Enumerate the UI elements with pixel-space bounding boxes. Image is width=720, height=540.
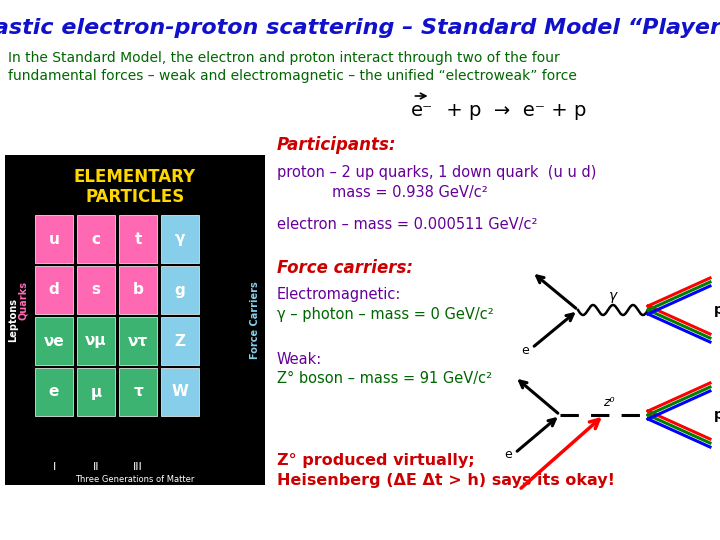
Text: Force Carriers: Force Carriers: [250, 281, 260, 359]
Bar: [119, 317, 157, 365]
Bar: [119, 266, 157, 314]
Text: νμ: νμ: [85, 334, 107, 348]
Text: γ: γ: [175, 232, 185, 246]
Text: W: W: [171, 384, 189, 400]
Text: z⁰: z⁰: [603, 396, 615, 409]
Text: e: e: [49, 384, 59, 400]
Text: Electromagnetic:: Electromagnetic:: [277, 287, 401, 302]
Text: Elastic electron-proton scattering – Standard Model “Players”: Elastic electron-proton scattering – Sta…: [0, 18, 720, 38]
Text: Participants:: Participants:: [277, 136, 397, 154]
Text: + p  →  e⁻ + p: + p → e⁻ + p: [441, 100, 587, 119]
Text: t: t: [135, 232, 142, 246]
Bar: [35, 266, 73, 314]
Text: In the Standard Model, the electron and proton interact through two of the four: In the Standard Model, the electron and …: [8, 51, 559, 65]
Text: Leptons: Leptons: [8, 298, 18, 342]
Text: ντ: ντ: [128, 334, 148, 348]
Text: PARTICLES: PARTICLES: [86, 188, 184, 206]
Bar: [77, 368, 115, 416]
Text: τ: τ: [133, 384, 143, 400]
Bar: [119, 215, 157, 263]
Text: u: u: [48, 232, 60, 246]
Text: III: III: [133, 462, 143, 472]
Text: g: g: [175, 282, 185, 298]
Text: νe: νe: [44, 334, 64, 348]
Text: fundamental forces – weak and electromagnetic – the unified “electroweak” force: fundamental forces – weak and electromag…: [8, 69, 577, 83]
Bar: [35, 317, 73, 365]
Bar: [5, 155, 265, 485]
Bar: [77, 317, 115, 365]
Bar: [35, 368, 73, 416]
Bar: [161, 368, 199, 416]
Text: γ – photon – mass = 0 GeV/c²: γ – photon – mass = 0 GeV/c²: [277, 307, 494, 321]
Text: electron – mass = 0.000511 GeV/c²: electron – mass = 0.000511 GeV/c²: [277, 218, 538, 233]
Text: Three Generations of Matter: Three Generations of Matter: [76, 475, 194, 483]
Text: b: b: [132, 282, 143, 298]
Bar: [161, 317, 199, 365]
Bar: [35, 215, 73, 263]
Text: d: d: [49, 282, 59, 298]
Text: p: p: [714, 303, 720, 317]
Bar: [119, 368, 157, 416]
Text: Z° produced virtually;: Z° produced virtually;: [277, 453, 474, 468]
Bar: [161, 215, 199, 263]
Text: mass = 0.938 GeV/c²: mass = 0.938 GeV/c²: [332, 185, 487, 199]
Bar: [161, 266, 199, 314]
Text: γ: γ: [609, 289, 617, 303]
Text: I: I: [53, 462, 55, 472]
Bar: [77, 266, 115, 314]
Text: Force carriers:: Force carriers:: [277, 259, 413, 277]
Bar: [77, 215, 115, 263]
Text: e⁻: e⁻: [410, 100, 433, 119]
Text: II: II: [93, 462, 99, 472]
Text: p: p: [714, 408, 720, 422]
Text: μ: μ: [91, 384, 102, 400]
Text: ELEMENTARY: ELEMENTARY: [74, 168, 196, 186]
Text: Heisenberg (ΔE Δt > h) says its okay!: Heisenberg (ΔE Δt > h) says its okay!: [277, 472, 615, 488]
Text: e: e: [504, 449, 512, 462]
Text: Quarks: Quarks: [18, 280, 28, 320]
Text: c: c: [91, 232, 101, 246]
Text: e: e: [521, 343, 529, 356]
Text: Z° boson – mass = 91 GeV/c²: Z° boson – mass = 91 GeV/c²: [277, 370, 492, 386]
Text: Z: Z: [174, 334, 186, 348]
Text: s: s: [91, 282, 101, 298]
Text: proton – 2 up quarks, 1 down quark  (u u d): proton – 2 up quarks, 1 down quark (u u …: [277, 165, 596, 179]
Text: Weak:: Weak:: [277, 353, 323, 368]
